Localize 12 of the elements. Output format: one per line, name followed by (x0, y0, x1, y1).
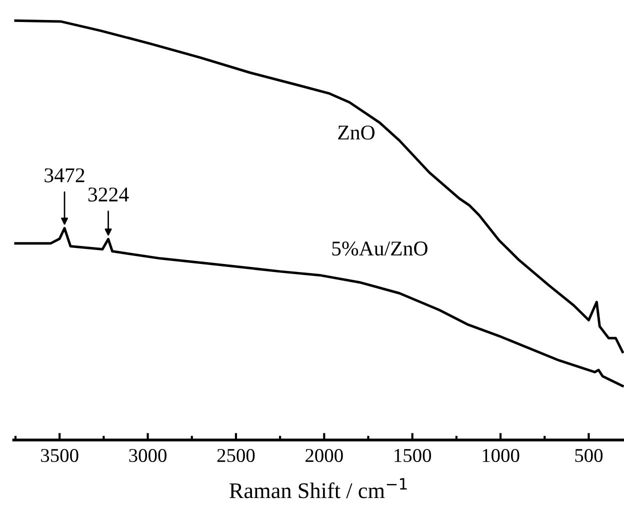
annotation: 3224 (88, 188, 129, 202)
x-tick-label: 3000 (129, 448, 166, 462)
x-tick-label: 1000 (482, 448, 520, 462)
x-tick-label: 2000 (306, 448, 343, 462)
x-axis-title: Raman Shift / cm$^{−1}$ (230, 478, 407, 498)
series-label: ZnO (338, 126, 375, 140)
series-label: 5%Au/ZnO (332, 242, 428, 256)
x-tick-label: 500 (575, 448, 603, 462)
x-tick-label: 1500 (394, 448, 432, 462)
x-tick-label: 2500 (217, 448, 255, 462)
x-tick-label: 3500 (41, 448, 78, 462)
annotation: 3472 (44, 168, 84, 182)
